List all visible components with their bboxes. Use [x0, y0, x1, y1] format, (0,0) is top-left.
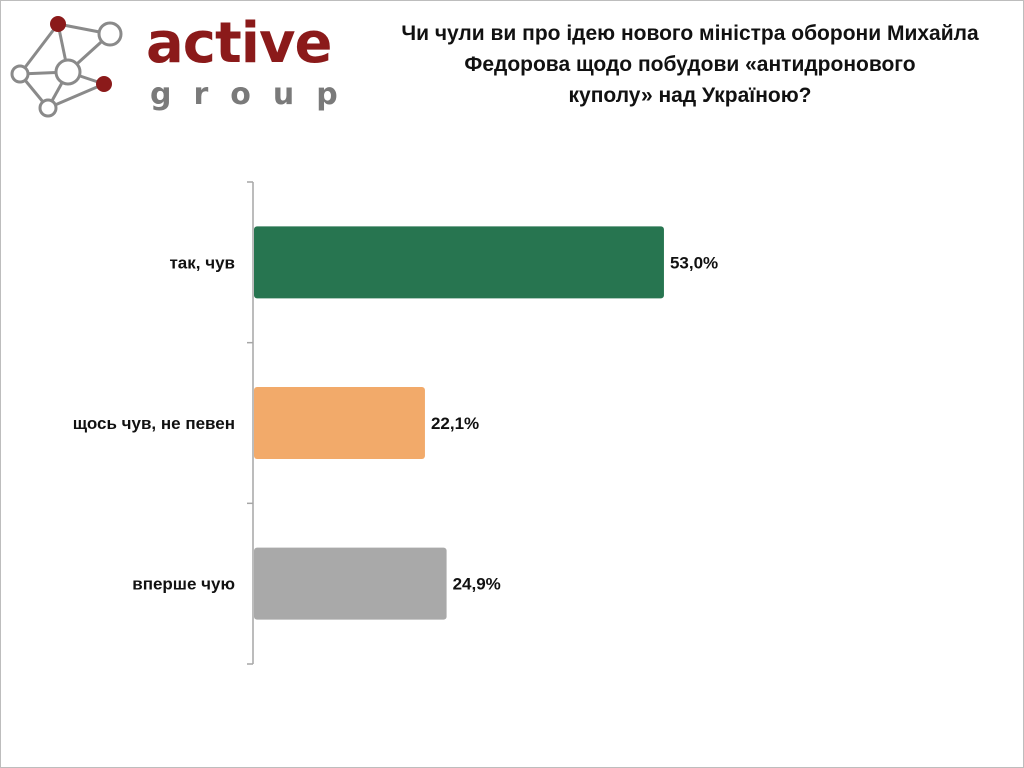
category-label: щось чув, не певен	[73, 414, 235, 433]
bar	[254, 387, 425, 459]
logo-subtitle: group	[150, 77, 360, 112]
category-label: вперше чую	[132, 575, 235, 594]
data-label: 53,0%	[670, 253, 718, 272]
data-label: 22,1%	[431, 414, 479, 433]
category-label: так, чув	[169, 253, 235, 272]
logo-wordmark: active	[146, 11, 332, 76]
active-group-logo: active group	[8, 10, 338, 120]
bar	[254, 547, 447, 620]
chart-title-line: Чи чули ви про ідею нового міністра обор…	[401, 22, 979, 45]
chart-title-line: Федорова щодо побудови «антидронового	[464, 53, 916, 76]
chart-title-line: куполу» над Україною?	[568, 84, 812, 107]
chart-title: Чи чули ви про ідею нового міністра обор…	[380, 18, 1000, 111]
network-logo-icon	[10, 16, 123, 118]
data-label: 24,9%	[453, 575, 501, 594]
bar	[254, 226, 664, 299]
